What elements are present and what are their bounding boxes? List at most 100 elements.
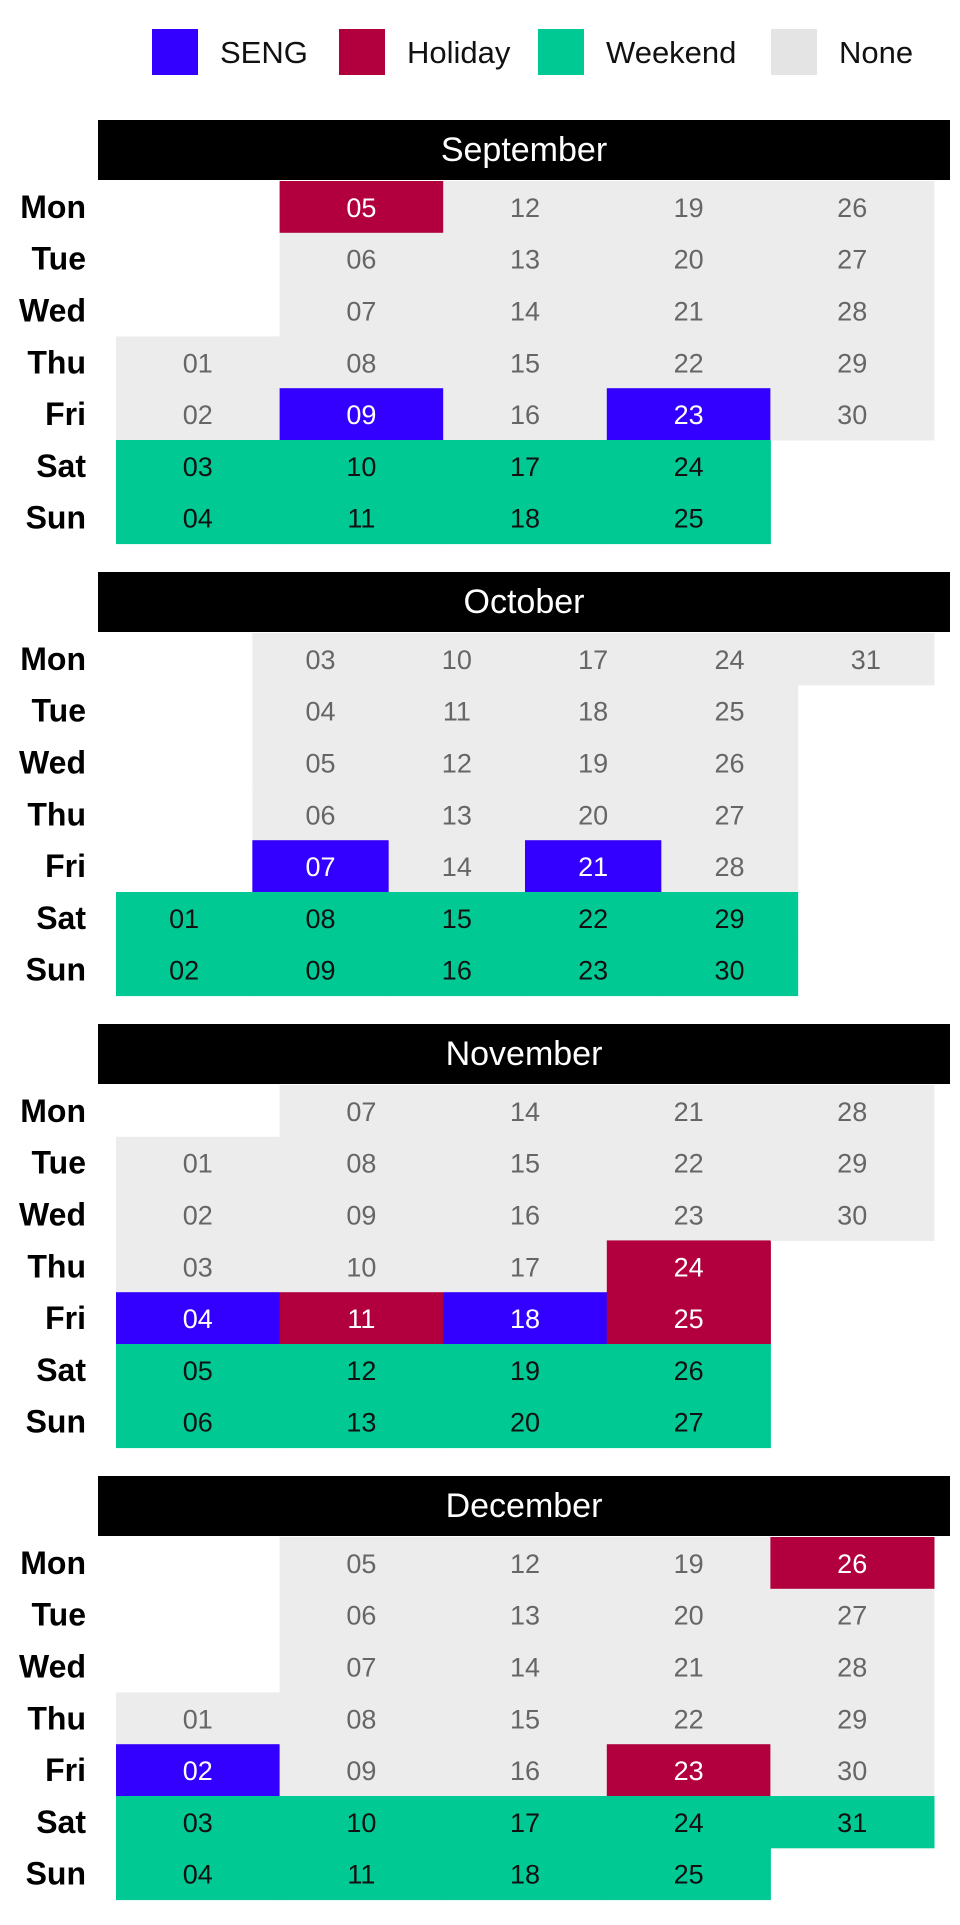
day-cell-september-10: 10: [279, 440, 444, 493]
month-title-band: [98, 1024, 950, 1084]
day-cell-fill-holiday: [606, 1240, 771, 1293]
day-number: 23: [674, 1201, 704, 1231]
day-cell-fill-none: [606, 1085, 771, 1138]
weekday-label-sun: Sun: [26, 1856, 86, 1892]
day-cell-fill-none: [116, 1692, 281, 1745]
day-number: 20: [510, 1408, 540, 1438]
day-cell-fill-none: [116, 336, 281, 389]
weekday-label-mon: Mon: [20, 641, 86, 677]
day-number: 25: [674, 504, 704, 534]
day-number: 11: [347, 1304, 375, 1334]
day-cell-october-08: 08: [252, 892, 390, 945]
day-number: 03: [183, 1808, 213, 1838]
day-cell-fill-weekend: [443, 1395, 608, 1449]
day-cell-november-17: 17: [443, 1240, 608, 1293]
day-cell-october-28: 28: [661, 840, 799, 893]
legend-item-weekend: Weekend: [538, 29, 736, 75]
day-number: 10: [442, 645, 472, 675]
day-number: 30: [837, 400, 867, 430]
day-number: 02: [183, 1201, 213, 1231]
day-cell-october-12: 12: [388, 736, 526, 789]
day-number: 23: [578, 956, 608, 986]
day-cell-fill-weekend: [525, 943, 662, 997]
day-cell-fill-holiday: [279, 1292, 444, 1345]
day-cell-fill-holiday: [606, 1744, 771, 1797]
day-cell-fill-none: [606, 336, 771, 389]
day-cell-september-23: 23: [606, 388, 771, 441]
day-cell-october-10: 10: [388, 633, 526, 686]
day-cell-fill-none: [116, 1188, 281, 1241]
legend-swatch-holiday: [339, 29, 385, 75]
day-number: 26: [674, 1356, 704, 1386]
day-cell-november-12: 12: [279, 1344, 444, 1397]
day-cell-december-23: 23: [606, 1744, 771, 1797]
day-cell-fill-none: [770, 1744, 935, 1797]
legend-label-none: None: [839, 35, 913, 70]
day-cell-november-10: 10: [279, 1240, 444, 1293]
day-number: 23: [674, 400, 704, 430]
legend: SENG Holiday Weekend None: [152, 29, 913, 75]
day-cell-september-21: 21: [606, 284, 771, 337]
day-cell-october-26: 26: [661, 736, 799, 789]
day-number: 07: [305, 852, 335, 882]
month-title: September: [441, 131, 607, 169]
day-number: 15: [510, 348, 540, 378]
weekday-label-sat: Sat: [36, 448, 86, 484]
day-number: 21: [674, 1097, 704, 1127]
weekday-label-sat: Sat: [36, 1352, 86, 1388]
day-number: 17: [510, 452, 540, 482]
day-cell-fill-weekend: [606, 1344, 771, 1397]
day-cell-november-03: 03: [116, 1240, 281, 1293]
day-number: 21: [674, 1653, 704, 1683]
day-number: 17: [578, 645, 608, 675]
day-cell-december-22: 22: [606, 1692, 771, 1745]
weekday-label-thu: Thu: [27, 1700, 86, 1736]
day-number: 27: [674, 1408, 704, 1438]
day-number: 05: [346, 1549, 376, 1579]
legend-label-seng: SENG: [220, 35, 308, 70]
month-title: October: [464, 583, 585, 621]
day-cell-fill-none: [443, 232, 608, 286]
day-cell-fill-weekend: [443, 1344, 608, 1397]
day-cell-fill-none: [388, 736, 526, 789]
day-cell-october-09: 09: [252, 943, 390, 997]
day-cell-october-19: 19: [525, 736, 662, 789]
day-number: 06: [305, 800, 335, 830]
weekday-label-fri: Fri: [45, 1752, 86, 1788]
day-cell-october-06: 06: [252, 788, 390, 841]
day-number: 28: [837, 297, 867, 327]
day-cell-fill-weekend: [116, 1796, 281, 1849]
day-cell-fill-weekend: [443, 1796, 608, 1849]
day-cell-fill-none: [606, 284, 771, 337]
day-number: 14: [442, 852, 472, 882]
day-cell-fill-seng: [279, 388, 444, 441]
day-cell-fill-weekend: [116, 1847, 281, 1901]
day-cell-fill-none: [770, 284, 935, 337]
day-number: 17: [510, 1252, 540, 1282]
day-number: 10: [346, 1808, 376, 1838]
day-cell-fill-weekend: [279, 1344, 444, 1397]
day-number: 07: [346, 297, 376, 327]
day-number: 12: [510, 1549, 540, 1579]
day-cell-november-04: 04: [116, 1292, 281, 1345]
day-cell-december-09: 09: [279, 1744, 444, 1797]
day-cell-october-27: 27: [661, 788, 799, 841]
day-cell-fill-none: [279, 284, 444, 337]
day-cell-november-16: 16: [443, 1188, 608, 1241]
legend-swatch-weekend: [538, 29, 584, 75]
day-cell-september-08: 08: [279, 336, 444, 389]
weekday-label-tue: Tue: [31, 693, 86, 729]
legend-item-none: None: [771, 29, 913, 75]
legend-label-weekend: Weekend: [606, 35, 736, 70]
day-cell-december-10: 10: [279, 1796, 444, 1849]
day-cell-fill-weekend: [279, 1395, 444, 1449]
day-cell-december-20: 20: [606, 1588, 771, 1642]
day-cell-fill-none: [770, 232, 935, 286]
day-cell-october-18: 18: [525, 684, 662, 738]
day-number: 24: [674, 452, 704, 482]
day-cell-november-09: 09: [279, 1188, 444, 1241]
day-number: 31: [851, 645, 881, 675]
day-number: 08: [346, 1149, 376, 1179]
day-cell-november-22: 22: [606, 1136, 771, 1190]
day-cell-september-18: 18: [443, 491, 608, 545]
